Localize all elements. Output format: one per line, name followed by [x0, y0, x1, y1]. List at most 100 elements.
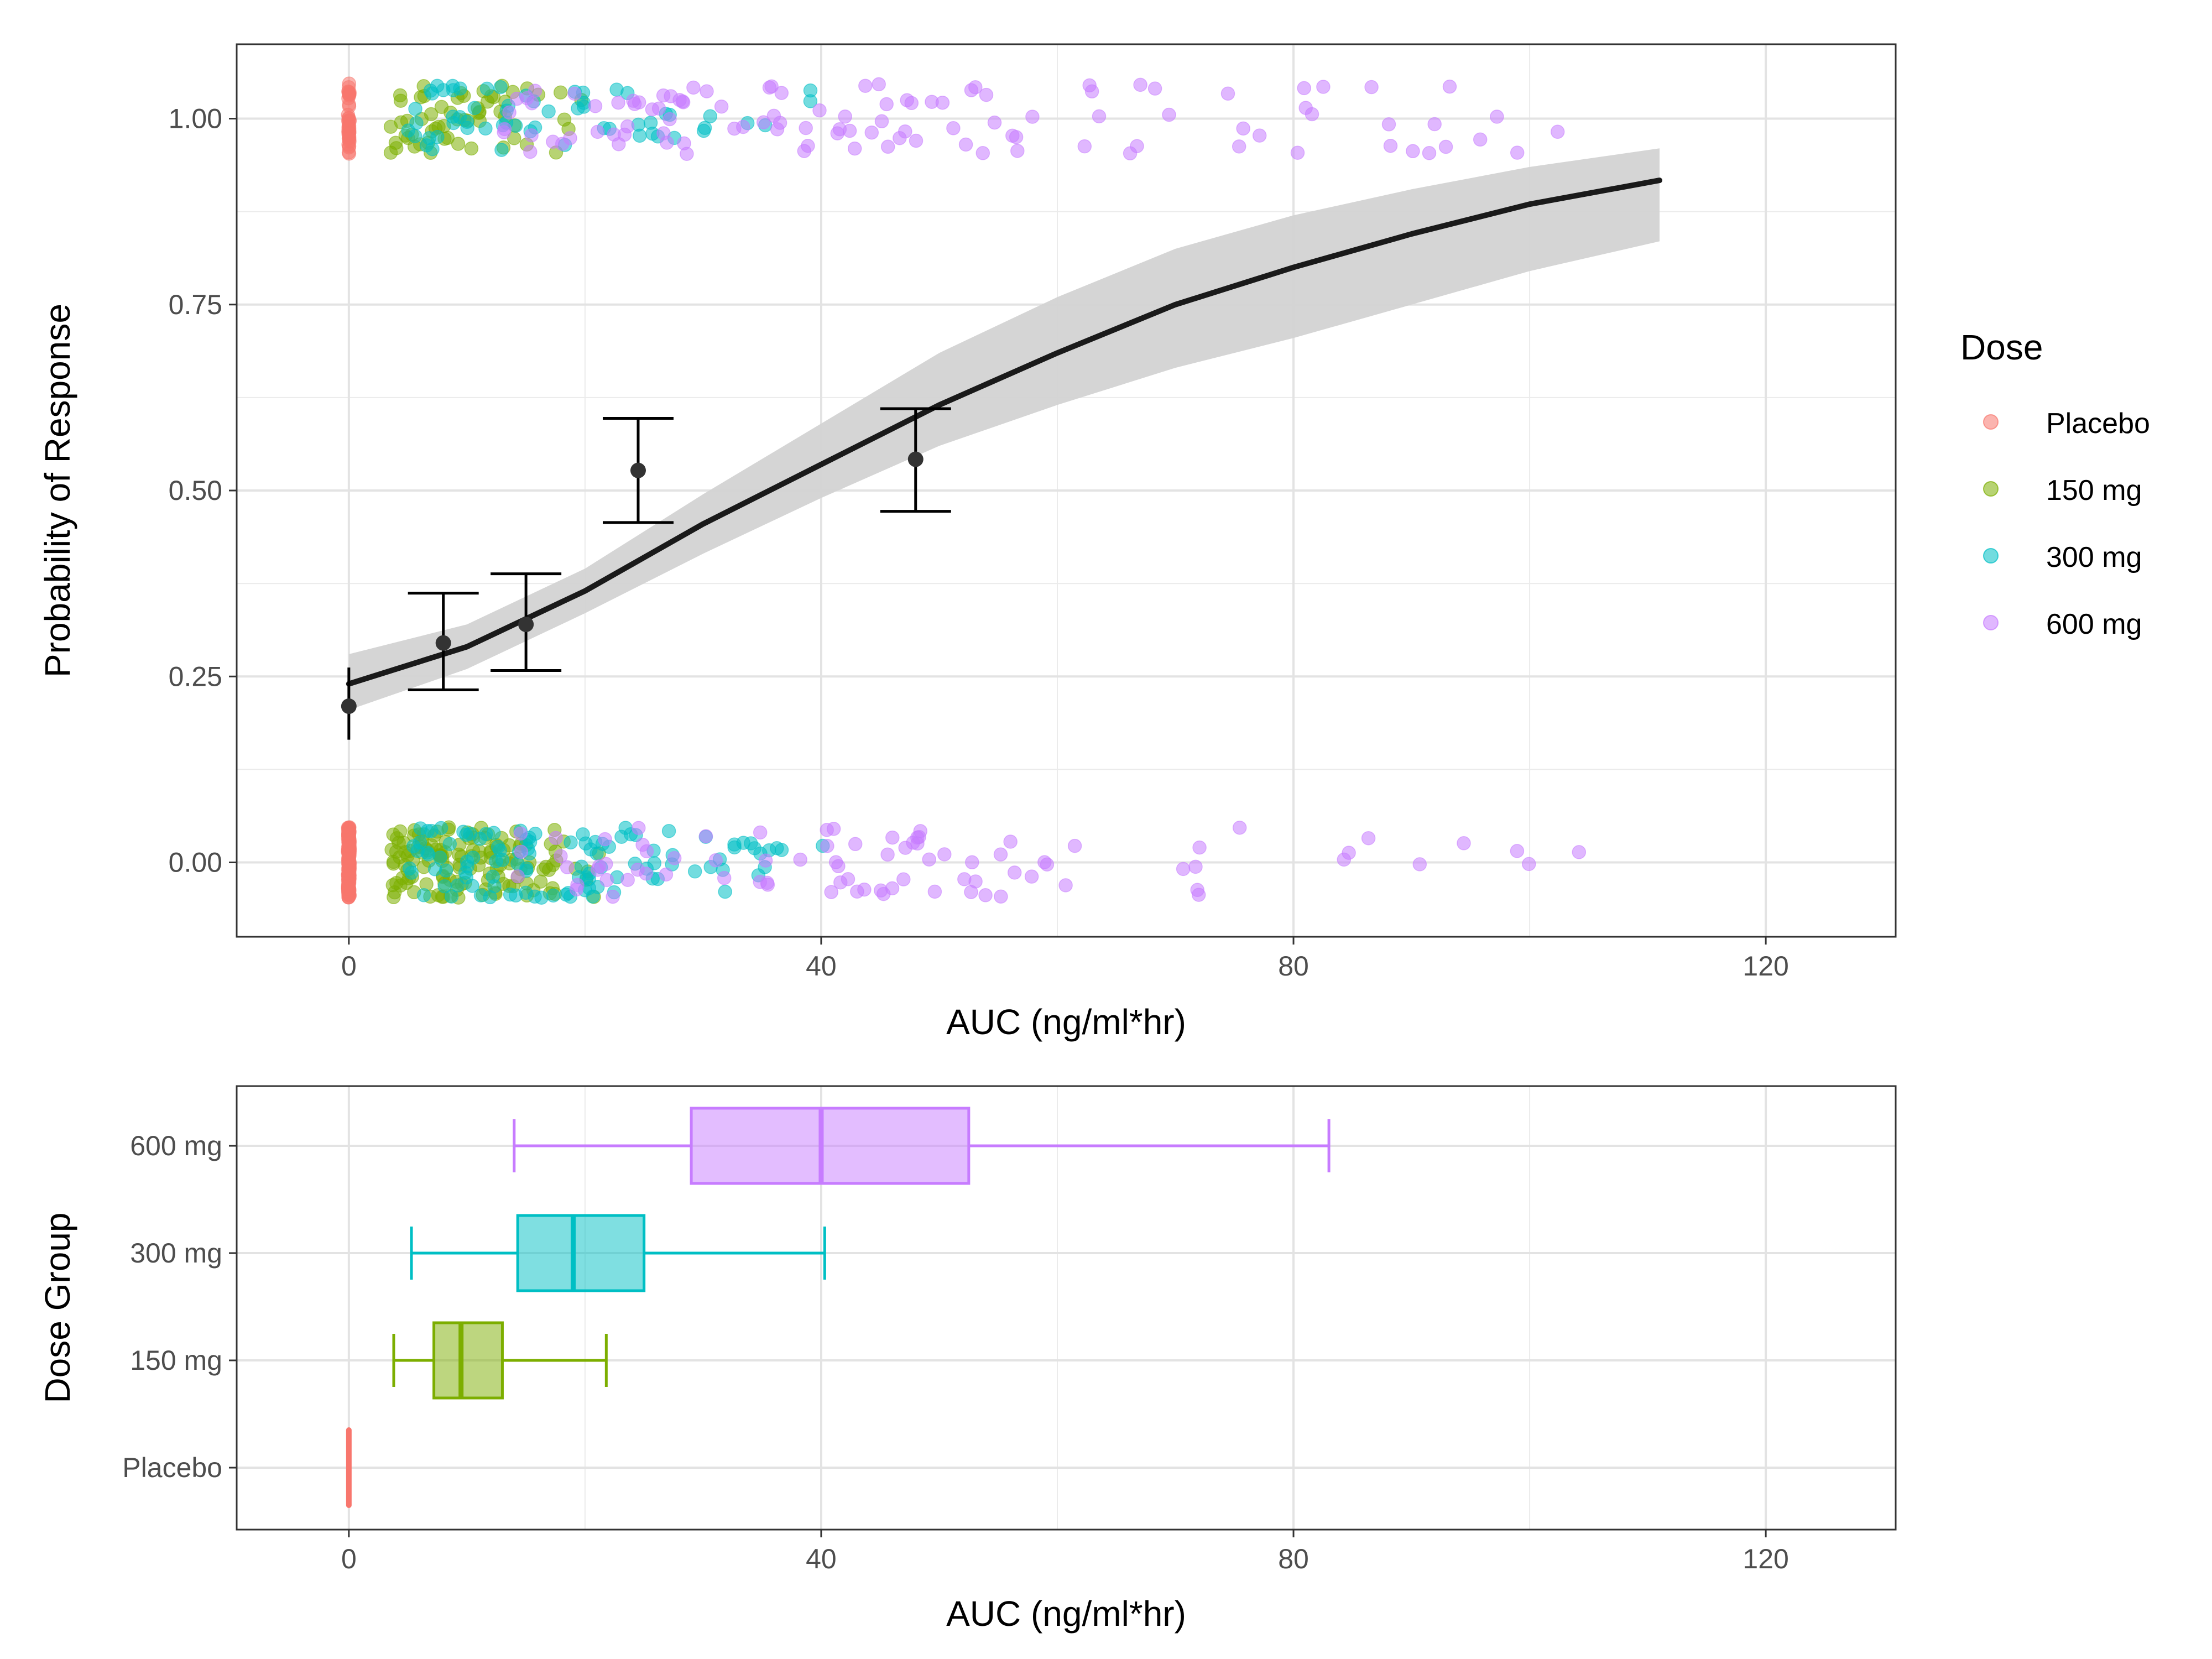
data-point [703, 109, 718, 124]
data-point [770, 841, 784, 855]
legend-title: Dose [1960, 327, 2043, 367]
data-point [880, 139, 895, 154]
data-point [824, 885, 838, 899]
bottom-y-tick-label: Placebo [122, 1452, 222, 1483]
fit-line [346, 178, 1662, 687]
data-point [487, 826, 501, 840]
data-point [696, 123, 711, 138]
data-point [718, 884, 732, 899]
bottom-y-tick-label: 150 mg [130, 1345, 222, 1376]
data-point [389, 875, 404, 890]
data-point [408, 129, 422, 143]
data-point [393, 93, 408, 108]
data-point [446, 109, 460, 124]
data-point [493, 80, 508, 95]
data-point [494, 143, 509, 157]
data-point [528, 826, 542, 841]
data-point [557, 112, 572, 127]
data-point [714, 99, 729, 114]
data-point [946, 121, 961, 135]
data-point [632, 821, 646, 835]
data-point [539, 859, 554, 874]
bottom-y-axis-title: Dose Group [38, 1212, 77, 1403]
data-point [510, 869, 525, 884]
data-point [588, 99, 603, 113]
data-point [812, 103, 827, 118]
data-point [420, 823, 435, 838]
data-point [419, 138, 434, 153]
data-point [994, 889, 1008, 904]
data-point [383, 145, 398, 160]
data-point [459, 827, 473, 842]
data-point [486, 869, 500, 884]
data-point [850, 884, 864, 899]
data-point [427, 862, 442, 877]
data-point [880, 847, 895, 862]
data-point [645, 102, 660, 117]
data-point [553, 85, 568, 100]
data-point [620, 873, 635, 887]
data-point [1383, 138, 1398, 153]
data-point [876, 886, 891, 901]
data-point [446, 83, 461, 97]
data-point [567, 86, 582, 101]
data-point [842, 123, 857, 138]
data-point [549, 831, 563, 845]
data-point [774, 86, 789, 100]
data-point [409, 116, 424, 131]
data-point [1010, 144, 1025, 158]
binned-mean-point [518, 617, 534, 633]
legend-key [1983, 481, 1999, 497]
data-point [1077, 139, 1092, 154]
data-point [598, 832, 612, 847]
data-point [1422, 146, 1437, 160]
data-point [589, 846, 604, 861]
data-point [1510, 844, 1525, 858]
data-point [987, 115, 1002, 130]
binned-mean-point [341, 698, 357, 714]
data-point [686, 80, 701, 95]
data-point [1192, 840, 1207, 855]
data-point [1412, 857, 1427, 872]
data-point [965, 855, 979, 870]
data-point [464, 141, 479, 156]
data-point [1123, 146, 1138, 161]
bottom-y-tick-label: 300 mg [130, 1238, 222, 1269]
data-point [909, 133, 924, 148]
data-point [1297, 81, 1311, 96]
data-point [664, 89, 678, 103]
legend-label: 600 mg [2046, 608, 2142, 640]
data-point [830, 126, 845, 140]
data-point [1473, 132, 1488, 147]
data-point [599, 873, 614, 888]
data-point [525, 96, 539, 111]
data-point [1067, 838, 1082, 853]
data-point [1176, 862, 1191, 877]
data-point [1381, 117, 1396, 132]
data-point [1232, 139, 1246, 154]
data-point [393, 824, 408, 839]
data-point [760, 878, 775, 892]
data-point [1092, 109, 1107, 124]
data-point [404, 865, 419, 880]
top-gridlines [237, 44, 1896, 937]
data-point [831, 859, 846, 874]
top-y-tick-label: 0.75 [169, 289, 222, 320]
data-point [627, 97, 642, 111]
data-point [662, 112, 677, 127]
data-point [717, 870, 732, 885]
confidence-band [348, 148, 1660, 710]
legend-label: Placebo [2046, 408, 2150, 440]
data-point [606, 889, 620, 904]
data-point [1236, 121, 1250, 136]
data-point [590, 863, 605, 877]
data-point [1003, 834, 1018, 849]
legend: Dose Placebo 150 mg 300 mg 600 mg [1960, 327, 2150, 640]
top-axes: 0 40 80 120 0.00 0.25 0.50 0.75 1.00 [169, 103, 1789, 982]
data-point [864, 125, 879, 140]
data-point [430, 79, 445, 93]
top-x-tick-label: 0 [341, 951, 357, 982]
data-point [1252, 128, 1267, 143]
data-point [736, 119, 750, 134]
